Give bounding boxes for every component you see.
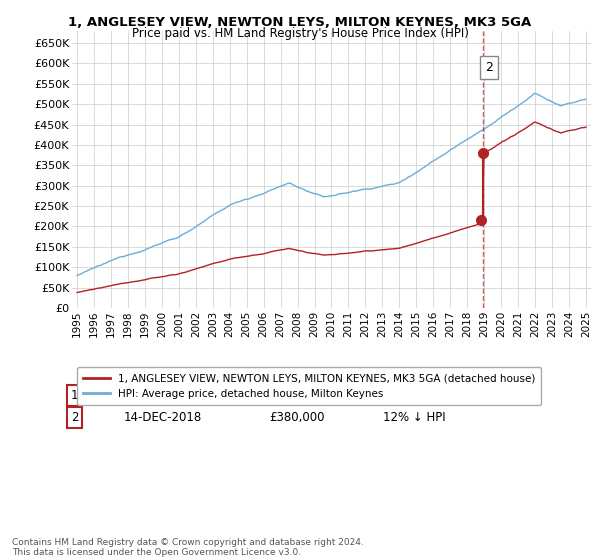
Text: 1, ANGLESEY VIEW, NEWTON LEYS, MILTON KEYNES, MK3 5GA: 1, ANGLESEY VIEW, NEWTON LEYS, MILTON KE… — [68, 16, 532, 29]
Text: 1: 1 — [71, 389, 79, 402]
Text: 2: 2 — [71, 411, 79, 424]
Text: £215,000: £215,000 — [269, 389, 325, 402]
Text: 12% ↓ HPI: 12% ↓ HPI — [383, 411, 446, 424]
Text: 01-NOV-2018: 01-NOV-2018 — [124, 389, 202, 402]
Text: 2: 2 — [485, 61, 493, 74]
Legend: 1, ANGLESEY VIEW, NEWTON LEYS, MILTON KEYNES, MK3 5GA (detached house), HPI: Ave: 1, ANGLESEY VIEW, NEWTON LEYS, MILTON KE… — [77, 367, 541, 405]
Text: Price paid vs. HM Land Registry's House Price Index (HPI): Price paid vs. HM Land Registry's House … — [131, 27, 469, 40]
Text: £380,000: £380,000 — [269, 411, 325, 424]
Text: Contains HM Land Registry data © Crown copyright and database right 2024.
This d: Contains HM Land Registry data © Crown c… — [12, 538, 364, 557]
Text: 51% ↓ HPI: 51% ↓ HPI — [383, 389, 446, 402]
Text: 14-DEC-2018: 14-DEC-2018 — [124, 411, 202, 424]
